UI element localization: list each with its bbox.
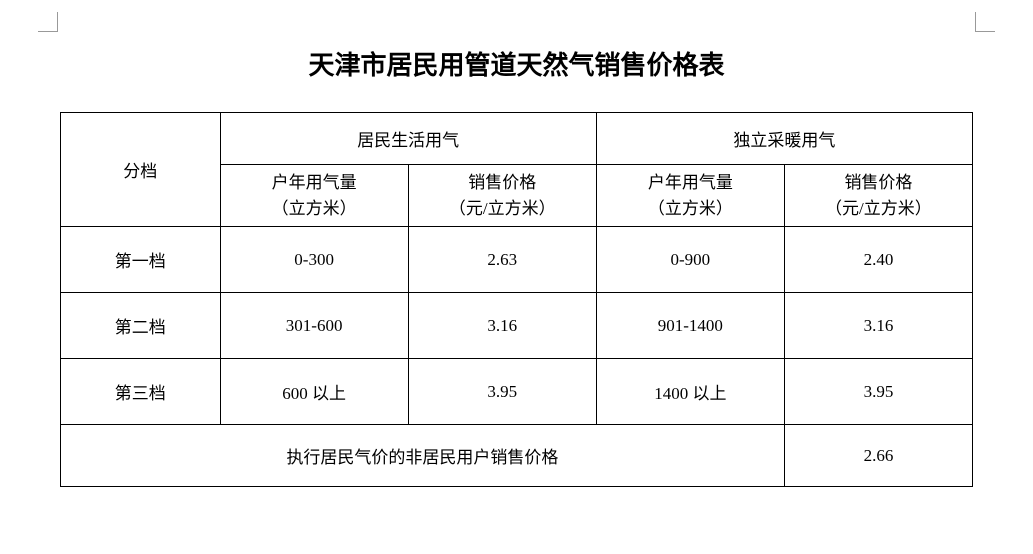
cell-domestic-price: 3.95: [408, 359, 596, 425]
header-tier: 分档: [61, 113, 221, 227]
usage-label: 户年用气量: [648, 173, 733, 192]
cell-heating-usage: 0-900: [596, 227, 784, 293]
header-heating-usage: 户年用气量 （立方米）: [596, 165, 784, 227]
usage-unit: （立方米）: [648, 199, 733, 218]
page-corner-top-right: [975, 12, 995, 32]
header-domestic-usage: 户年用气量 （立方米）: [220, 165, 408, 227]
price-unit: （元/立方米）: [449, 199, 556, 218]
table-row: 第三档 600 以上 3.95 1400 以上 3.95: [61, 359, 973, 425]
price-unit: （元/立方米）: [825, 199, 932, 218]
header-domestic-price: 销售价格 （元/立方米）: [408, 165, 596, 227]
cell-heating-price: 3.95: [784, 359, 972, 425]
cell-domestic-price: 3.16: [408, 293, 596, 359]
header-group-row: 分档 居民生活用气 独立采暖用气: [61, 113, 973, 165]
footer-label: 执行居民气价的非居民用户销售价格: [61, 425, 785, 487]
cell-heating-usage: 1400 以上: [596, 359, 784, 425]
price-label: 销售价格: [844, 173, 912, 192]
table-row: 第一档 0-300 2.63 0-900 2.40: [61, 227, 973, 293]
usage-label: 户年用气量: [272, 173, 357, 192]
cell-domestic-usage: 301-600: [220, 293, 408, 359]
header-heating-group: 独立采暖用气: [596, 113, 972, 165]
cell-domestic-usage: 600 以上: [220, 359, 408, 425]
price-label: 销售价格: [468, 173, 536, 192]
header-domestic-group: 居民生活用气: [220, 113, 596, 165]
cell-heating-usage: 901-1400: [596, 293, 784, 359]
cell-heating-price: 2.40: [784, 227, 972, 293]
header-heating-price: 销售价格 （元/立方米）: [784, 165, 972, 227]
usage-unit: （立方米）: [272, 199, 357, 218]
cell-tier: 第一档: [61, 227, 221, 293]
cell-domestic-usage: 0-300: [220, 227, 408, 293]
footer-price: 2.66: [784, 425, 972, 487]
cell-tier: 第二档: [61, 293, 221, 359]
cell-domestic-price: 2.63: [408, 227, 596, 293]
table-row: 第二档 301-600 3.16 901-1400 3.16: [61, 293, 973, 359]
cell-tier: 第三档: [61, 359, 221, 425]
cell-heating-price: 3.16: [784, 293, 972, 359]
page-container: 天津市居民用管道天然气销售价格表 分档 居民生活用气 独立采暖用气 户年用气量 …: [0, 0, 1033, 487]
price-table: 分档 居民生活用气 独立采暖用气 户年用气量 （立方米） 销售价格 （元/立方米…: [60, 112, 973, 487]
footer-row: 执行居民气价的非居民用户销售价格 2.66: [61, 425, 973, 487]
page-corner-top-left: [38, 12, 58, 32]
page-title: 天津市居民用管道天然气销售价格表: [60, 45, 973, 82]
